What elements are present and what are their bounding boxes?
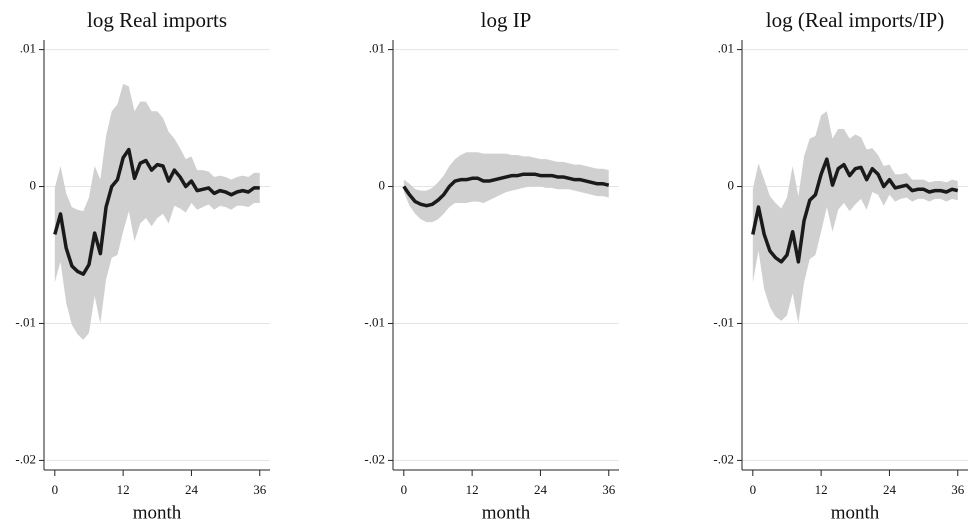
y-tick-label: -.02 [15,451,36,466]
x-tick-label: 36 [951,482,965,497]
y-tick-label: -.02 [364,451,385,466]
x-tick-label: 36 [602,482,616,497]
x-tick-label: 24 [883,482,897,497]
panel-title: log (Real imports/IP) [766,8,944,32]
x-tick-label: 12 [117,482,130,497]
x-tick-label: 12 [466,482,479,497]
x-tick-label: 24 [534,482,548,497]
y-tick-label: 0 [30,178,37,193]
y-tick-label: -.01 [364,314,385,329]
y-tick-label: -.01 [15,314,36,329]
x-axis-label: month [133,502,182,523]
panel-title: log Real imports [87,8,227,32]
confidence-band [54,83,260,340]
y-tick-label: 0 [728,178,735,193]
x-axis-label: month [482,502,531,523]
y-tick-label: .01 [369,41,385,56]
y-tick-label: .01 [718,41,734,56]
response-line [53,147,260,276]
confidence-band [752,111,958,324]
x-tick-label: 0 [52,482,59,497]
response-line [402,172,610,208]
confidence-band [403,152,609,223]
response-line [751,157,959,264]
y-tick-label: .01 [20,41,36,56]
x-tick-label: 0 [401,482,408,497]
y-tick-label: 0 [379,178,386,193]
x-tick-label: 24 [185,482,199,497]
y-tick-label: -.01 [713,314,734,329]
panel-title: log IP [481,8,532,32]
x-tick-label: 36 [253,482,267,497]
y-tick-label: -.02 [713,451,734,466]
x-tick-label: 12 [815,482,828,497]
x-tick-label: 0 [750,482,757,497]
x-axis-label: month [831,502,880,523]
